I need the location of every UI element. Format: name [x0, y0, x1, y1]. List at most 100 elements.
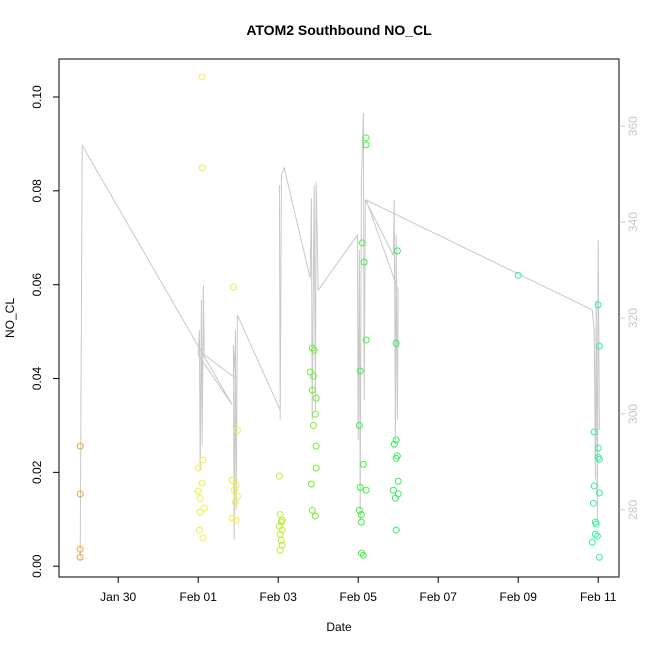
- point: [196, 494, 204, 502]
- y2-tick-label: 320: [626, 308, 640, 328]
- y-axis-label: NO_CL: [3, 298, 17, 338]
- x-tick-label: Feb 07: [420, 590, 458, 604]
- point: [389, 486, 397, 494]
- x-axis-label: Date: [326, 620, 352, 634]
- point: [595, 553, 603, 561]
- point: [195, 526, 203, 534]
- point: [595, 489, 603, 497]
- point: [588, 538, 596, 546]
- point: [394, 490, 402, 498]
- point: [198, 73, 206, 81]
- point: [356, 367, 364, 375]
- point: [310, 346, 318, 354]
- point: [357, 549, 365, 557]
- point: [277, 536, 285, 544]
- point: [312, 394, 320, 402]
- y-tick-label: 0.08: [30, 179, 44, 203]
- plot-frame: [58, 58, 620, 578]
- point: [362, 141, 370, 149]
- x-tick-label: Feb 01: [180, 590, 218, 604]
- point: [275, 472, 283, 480]
- point: [359, 551, 367, 559]
- point: [390, 440, 398, 448]
- chart-title: ATOM2 Southbound NO_CL: [246, 22, 432, 38]
- point: [392, 454, 400, 462]
- point: [196, 508, 204, 516]
- point: [589, 499, 597, 507]
- point: [311, 512, 319, 520]
- point: [228, 514, 236, 522]
- point: [355, 421, 363, 429]
- point: [594, 444, 602, 452]
- point: [392, 436, 400, 444]
- point: [360, 258, 368, 266]
- point: [76, 442, 84, 450]
- y2-tick-label: 300: [626, 404, 640, 424]
- point: [76, 553, 84, 561]
- x-tick-label: Feb 11: [580, 590, 617, 604]
- point: [592, 520, 600, 528]
- point: [392, 526, 400, 534]
- point: [391, 494, 399, 502]
- x-tick-label: Jan 30: [100, 590, 136, 604]
- point: [591, 530, 599, 538]
- y-tick-label: 0.10: [30, 85, 44, 109]
- y2-tick-label: 340: [626, 212, 640, 232]
- point: [198, 479, 206, 487]
- point: [76, 545, 84, 553]
- point: [200, 504, 208, 512]
- point: [356, 483, 364, 491]
- y2-tick-label: 360: [626, 116, 640, 136]
- point: [594, 453, 602, 461]
- point: [309, 421, 317, 429]
- point: [198, 164, 206, 172]
- point: [312, 442, 320, 450]
- point: [276, 511, 284, 519]
- x-tick-label: Feb 05: [340, 590, 378, 604]
- point: [277, 518, 285, 526]
- point: [233, 426, 241, 434]
- point: [309, 372, 317, 380]
- point: [233, 492, 241, 500]
- point: [362, 486, 370, 494]
- point: [355, 506, 363, 514]
- point: [593, 532, 601, 540]
- x-tick-label: Feb 09: [500, 590, 538, 604]
- y2-tick-label: 280: [626, 500, 640, 520]
- point: [514, 271, 522, 279]
- point: [590, 428, 598, 436]
- point: [357, 518, 365, 526]
- point: [229, 283, 237, 291]
- point: [308, 386, 316, 394]
- point: [594, 301, 602, 309]
- point: [359, 460, 367, 468]
- point: [590, 482, 598, 490]
- x-tick-label: Feb 03: [260, 590, 298, 604]
- y-tick-label: 0.02: [30, 460, 44, 484]
- point: [230, 486, 238, 494]
- point: [231, 498, 239, 506]
- point: [199, 534, 207, 542]
- point: [311, 410, 319, 418]
- point: [394, 477, 402, 485]
- point: [76, 490, 84, 498]
- point: [194, 487, 202, 495]
- point: [228, 476, 236, 484]
- point: [276, 546, 284, 554]
- point: [595, 342, 603, 350]
- point: [392, 339, 400, 347]
- point: [308, 344, 316, 352]
- point: [393, 247, 401, 255]
- point: [308, 506, 316, 514]
- y-tick-label: 0.00: [30, 554, 44, 578]
- y-tick-label: 0.04: [30, 367, 44, 391]
- point: [194, 464, 202, 472]
- point: [358, 239, 366, 247]
- point: [312, 464, 320, 472]
- point: [307, 480, 315, 488]
- line-series: [79, 113, 600, 560]
- y-tick-label: 0.06: [30, 273, 44, 297]
- point: [278, 526, 286, 534]
